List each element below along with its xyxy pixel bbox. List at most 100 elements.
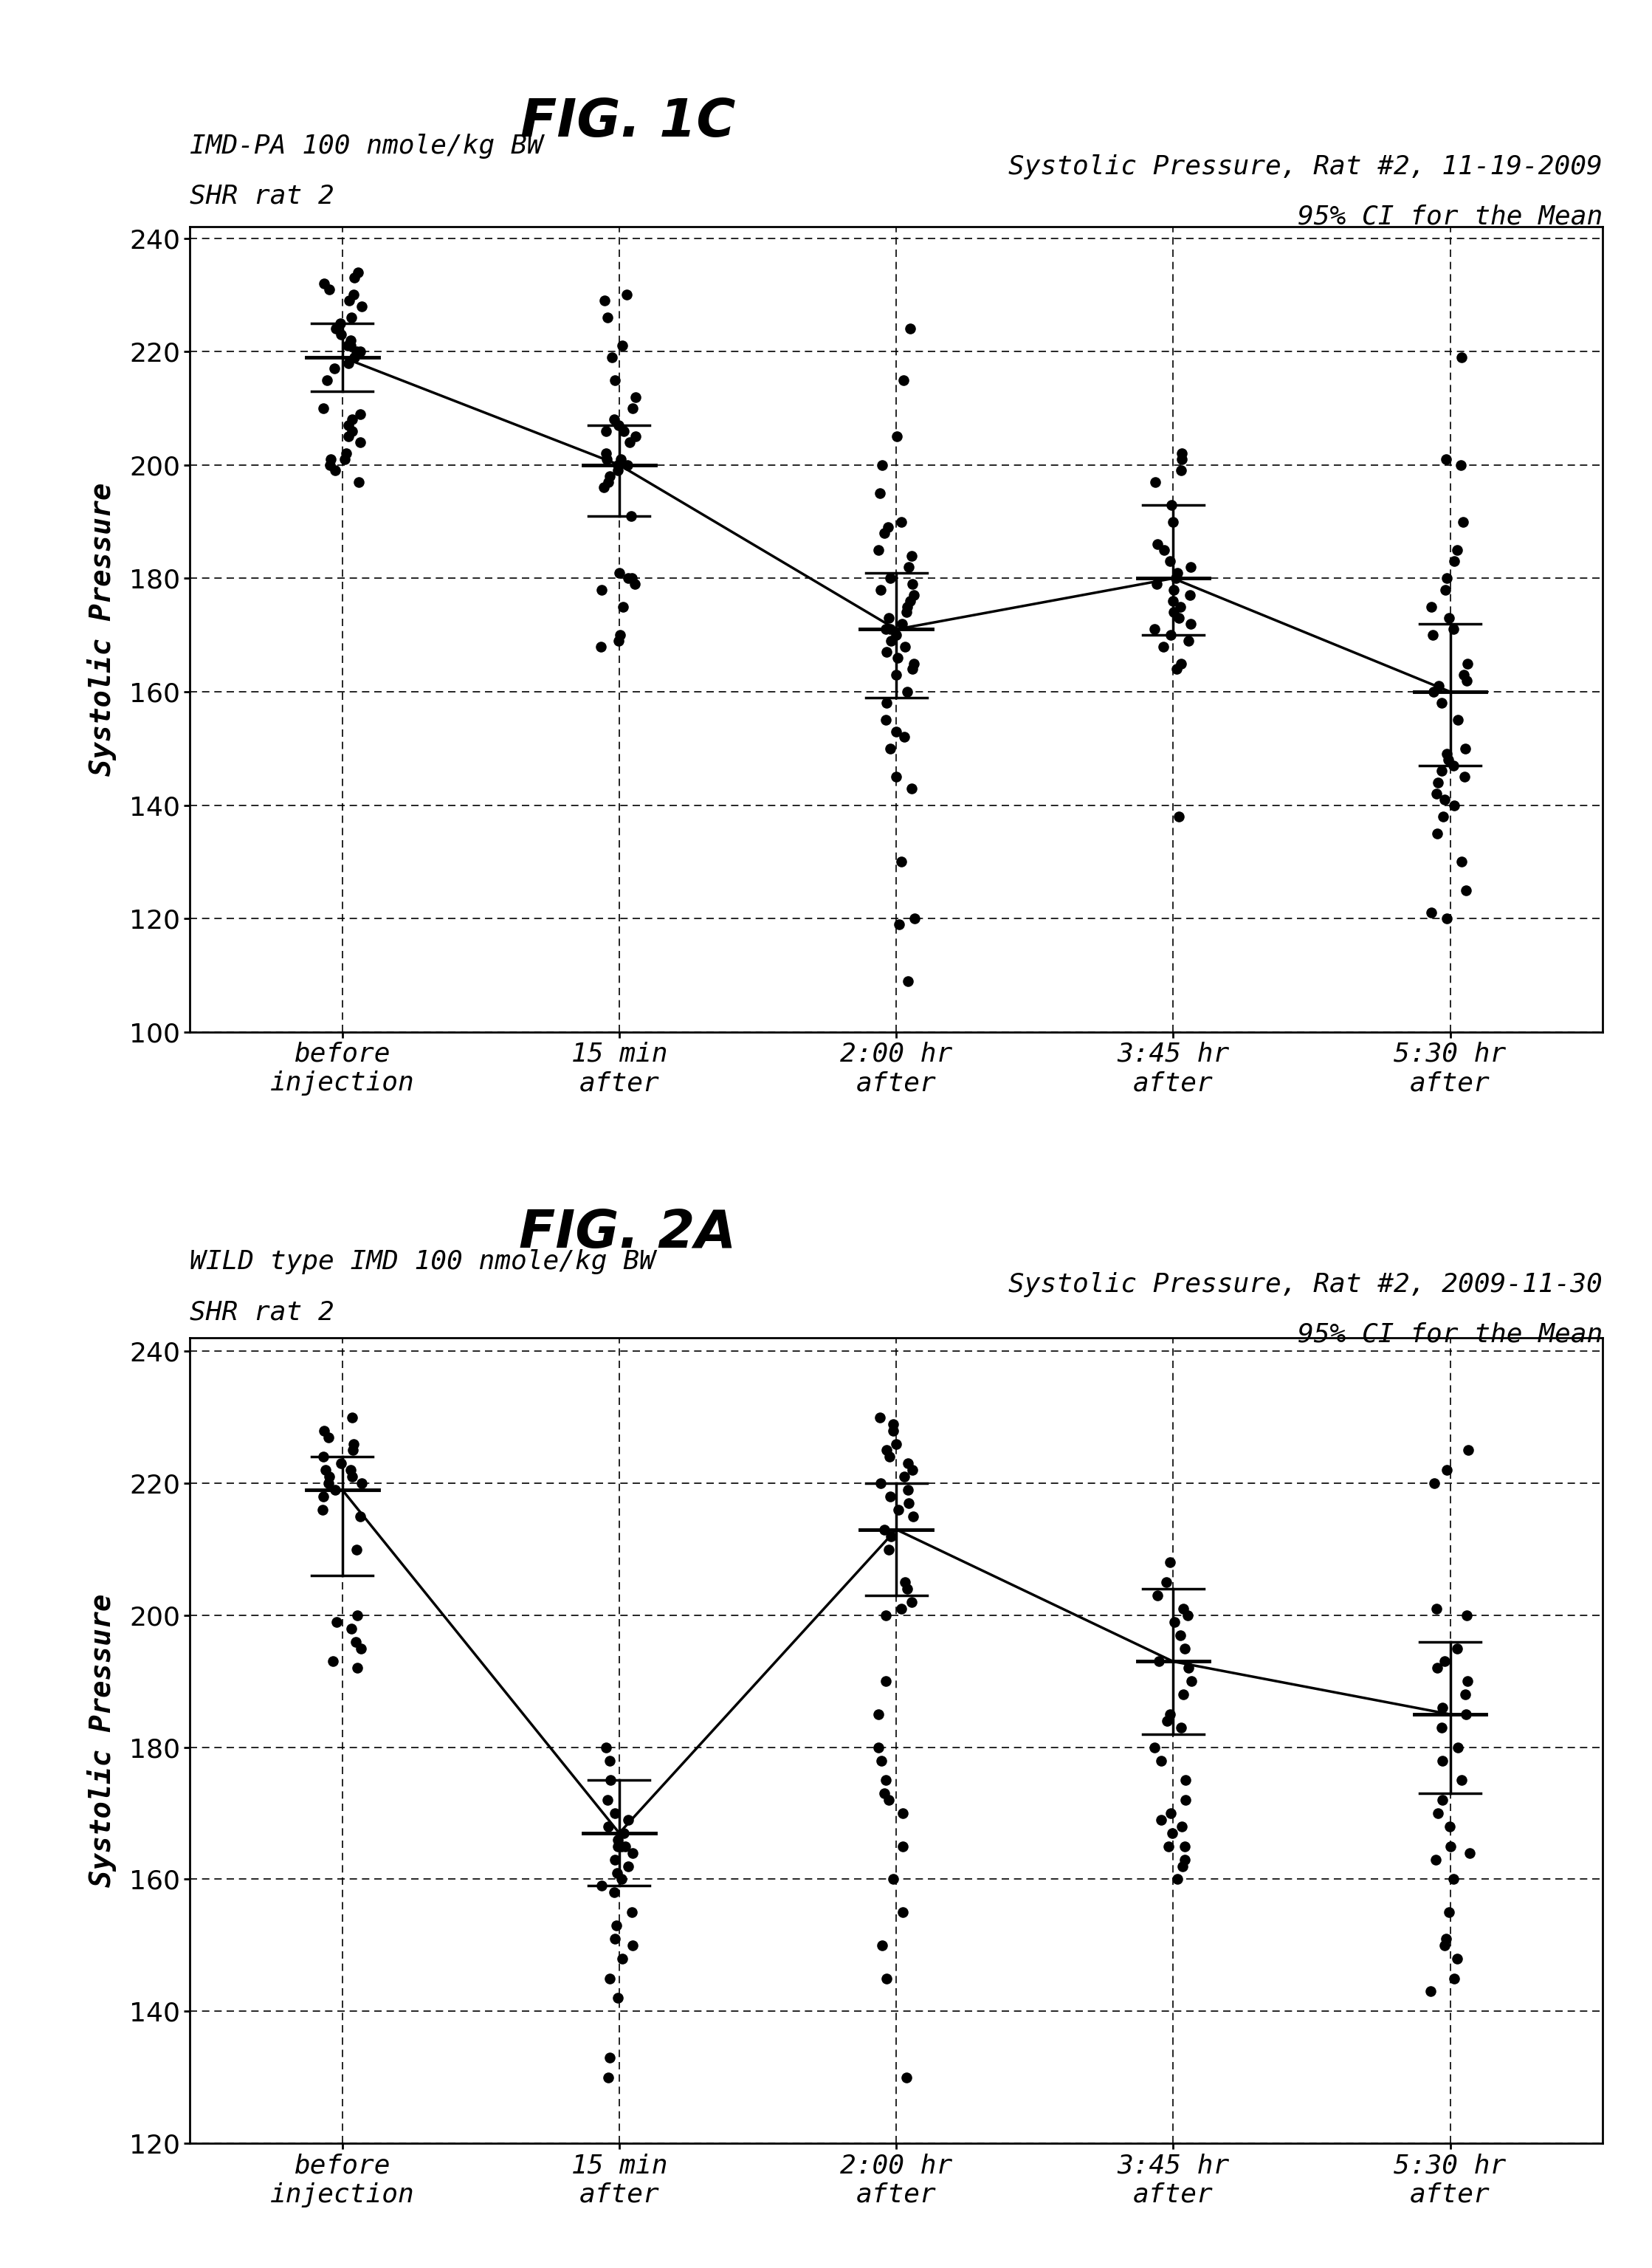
Point: [1142, 1728, 1168, 1765]
Point: [899, 1583, 925, 1619]
Point: [877, 1479, 904, 1515]
Point: [892, 628, 919, 665]
Point: [595, 1808, 621, 1844]
Point: [605, 1821, 631, 1857]
Point: [889, 1894, 915, 1930]
Point: [1419, 617, 1446, 653]
Point: [894, 2059, 920, 2096]
Point: [1165, 1862, 1191, 1898]
Text: Systolic Pressure, Rat #2, 2009-11-30: Systolic Pressure, Rat #2, 2009-11-30: [1008, 1272, 1602, 1297]
Point: [1170, 1676, 1196, 1712]
Point: [1441, 1960, 1467, 1996]
Point: [1427, 1710, 1454, 1746]
Point: [620, 1835, 646, 1871]
Point: [605, 451, 631, 488]
Point: [1424, 814, 1450, 850]
Point: [894, 594, 920, 631]
Point: [1178, 1662, 1204, 1699]
Point: [1436, 599, 1462, 635]
Point: [1424, 764, 1450, 801]
Point: [1457, 1835, 1483, 1871]
Point: [1171, 1842, 1198, 1878]
Point: [899, 567, 925, 603]
Point: [867, 1399, 894, 1436]
Point: [1454, 662, 1480, 699]
Point: [588, 572, 615, 608]
Point: [590, 469, 616, 506]
Point: [593, 413, 620, 449]
Point: [311, 390, 337, 426]
Point: [1160, 594, 1186, 631]
Point: [1160, 583, 1186, 619]
Point: [342, 1624, 368, 1660]
Point: [895, 1486, 922, 1522]
Point: [889, 844, 915, 880]
Point: [1178, 549, 1204, 585]
Point: [591, 284, 618, 320]
Point: [327, 315, 354, 352]
Point: [340, 1427, 367, 1463]
Point: [588, 1869, 615, 1905]
Point: [900, 576, 927, 612]
Point: [1444, 533, 1470, 569]
Point: [1166, 599, 1193, 635]
Point: [616, 424, 643, 460]
Point: [596, 1742, 623, 1778]
Point: [339, 1458, 365, 1495]
Point: [335, 417, 362, 454]
Point: [596, 1960, 623, 1996]
Point: [1452, 871, 1479, 907]
Point: [620, 1894, 646, 1930]
Point: [899, 1452, 925, 1488]
Point: [877, 610, 904, 646]
Point: [1441, 542, 1467, 578]
Point: [1160, 503, 1186, 540]
Point: [593, 440, 620, 479]
Point: [1161, 1603, 1188, 1640]
Text: 95% CI for the Mean: 95% CI for the Mean: [1297, 204, 1602, 229]
Point: [327, 1445, 354, 1481]
Point: [1452, 1696, 1479, 1733]
Text: Systolic Pressure, Rat #2, 11-19-2009: Systolic Pressure, Rat #2, 11-19-2009: [1008, 154, 1602, 179]
Point: [1436, 1894, 1462, 1930]
Point: [608, 1941, 634, 1978]
Point: [596, 1762, 623, 1799]
Point: [601, 401, 628, 438]
Point: [1434, 900, 1460, 937]
Point: [1150, 628, 1176, 665]
Point: [1419, 587, 1446, 624]
Point: [1166, 587, 1193, 624]
Point: [884, 640, 910, 676]
Point: [1454, 644, 1480, 680]
Point: [1441, 787, 1467, 823]
Point: [1450, 658, 1477, 694]
Point: [593, 435, 620, 472]
Point: [1421, 1465, 1447, 1501]
Point: [311, 265, 337, 302]
Point: [877, 560, 904, 596]
Point: [869, 1742, 895, 1778]
Point: [1441, 746, 1467, 782]
Point: [1171, 1828, 1198, 1864]
Point: [866, 1728, 892, 1765]
Point: [615, 1801, 641, 1837]
Point: [1163, 651, 1189, 687]
Point: [316, 1420, 342, 1456]
Point: [588, 628, 615, 665]
Point: [894, 674, 920, 710]
Point: [1173, 1783, 1199, 1819]
Point: [1171, 1631, 1198, 1667]
Point: [1156, 542, 1183, 578]
Point: [899, 769, 925, 805]
Point: [322, 451, 349, 488]
Point: [618, 560, 644, 596]
Text: SHR rat 2: SHR rat 2: [190, 184, 334, 209]
Point: [882, 617, 909, 653]
Point: [349, 1465, 375, 1501]
Point: [608, 327, 634, 363]
Point: [1156, 1545, 1183, 1581]
Text: FIG. 1C: FIG. 1C: [520, 98, 735, 147]
Point: [311, 1413, 337, 1449]
Point: [337, 322, 363, 358]
Point: [895, 962, 922, 998]
